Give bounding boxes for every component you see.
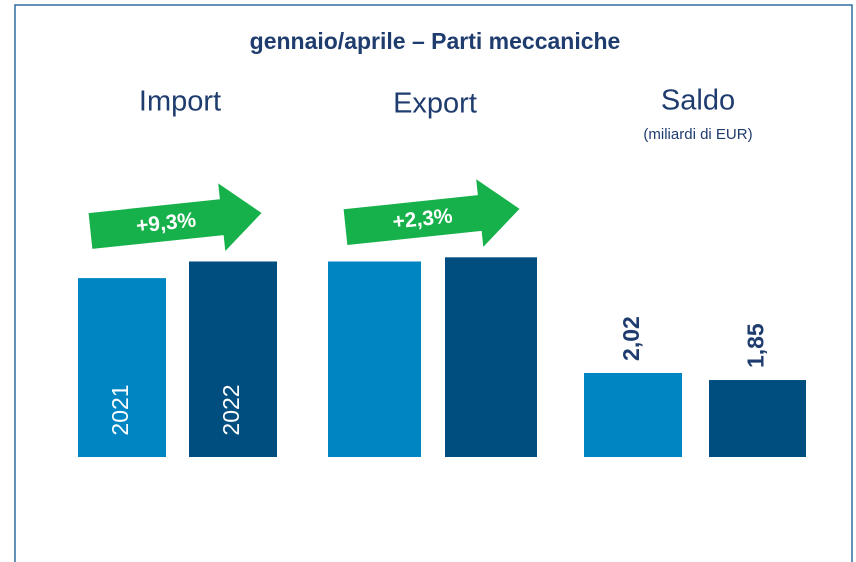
bar: [445, 257, 537, 457]
value-label: 2,02: [618, 316, 644, 361]
legend-label: 2022: [218, 384, 244, 435]
group-label: Import: [139, 86, 221, 118]
arrow-shape: [88, 183, 262, 252]
bar: [78, 278, 166, 457]
legend-label: 2021: [107, 384, 133, 435]
value-label: 1,85: [743, 323, 769, 368]
subtitle: (miliardi di EUR): [643, 126, 752, 143]
bar: [584, 372, 682, 457]
bar: [709, 380, 806, 457]
group-label: Export: [393, 88, 477, 120]
arrow-shape: [343, 179, 520, 247]
chart-title: gennaio/aprile – Parti meccaniche: [250, 28, 621, 54]
bar: [328, 261, 421, 457]
group-label: Saldo: [661, 85, 735, 117]
change-arrow: +9,3%: [88, 183, 262, 252]
bar: [189, 261, 277, 457]
change-arrow: +2,3%: [343, 179, 520, 247]
